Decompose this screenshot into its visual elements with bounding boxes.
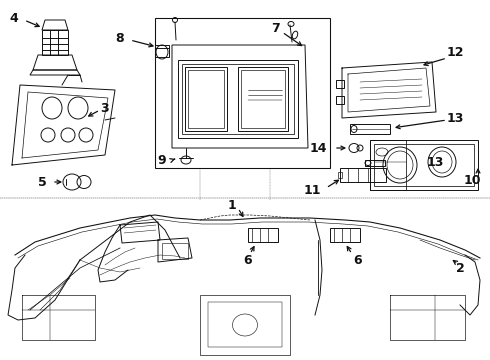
Text: 2: 2: [456, 261, 465, 274]
Bar: [338, 172, 342, 178]
Text: 14: 14: [309, 141, 327, 154]
Bar: [241, 70, 285, 128]
Bar: [162, 243, 188, 259]
Bar: [370, 140, 406, 190]
Bar: [336, 96, 344, 104]
Text: 13: 13: [446, 112, 464, 125]
Text: 6: 6: [354, 253, 362, 266]
Bar: [238, 67, 288, 131]
Text: 5: 5: [38, 176, 47, 189]
Bar: [42, 30, 68, 55]
Text: 3: 3: [99, 102, 108, 114]
Text: 4: 4: [10, 12, 19, 24]
Bar: [155, 45, 169, 57]
Bar: [200, 295, 290, 355]
Text: 7: 7: [270, 22, 279, 35]
Text: 1: 1: [228, 198, 236, 212]
Bar: [340, 168, 386, 182]
Bar: [336, 80, 344, 88]
Text: 6: 6: [244, 253, 252, 266]
Bar: [365, 160, 385, 166]
Bar: [185, 67, 227, 131]
Text: 11: 11: [303, 184, 321, 197]
Bar: [208, 302, 282, 347]
Bar: [350, 124, 390, 134]
Bar: [374, 144, 474, 186]
Text: 10: 10: [464, 174, 482, 186]
Bar: [188, 70, 224, 128]
Bar: [370, 140, 478, 190]
Text: 9: 9: [158, 153, 166, 166]
Bar: [330, 228, 360, 242]
Bar: [178, 60, 298, 138]
Bar: [155, 18, 330, 168]
Text: 12: 12: [446, 45, 464, 59]
Text: 8: 8: [116, 32, 124, 45]
Bar: [248, 228, 278, 242]
Text: 13: 13: [427, 156, 444, 168]
Bar: [182, 64, 294, 134]
